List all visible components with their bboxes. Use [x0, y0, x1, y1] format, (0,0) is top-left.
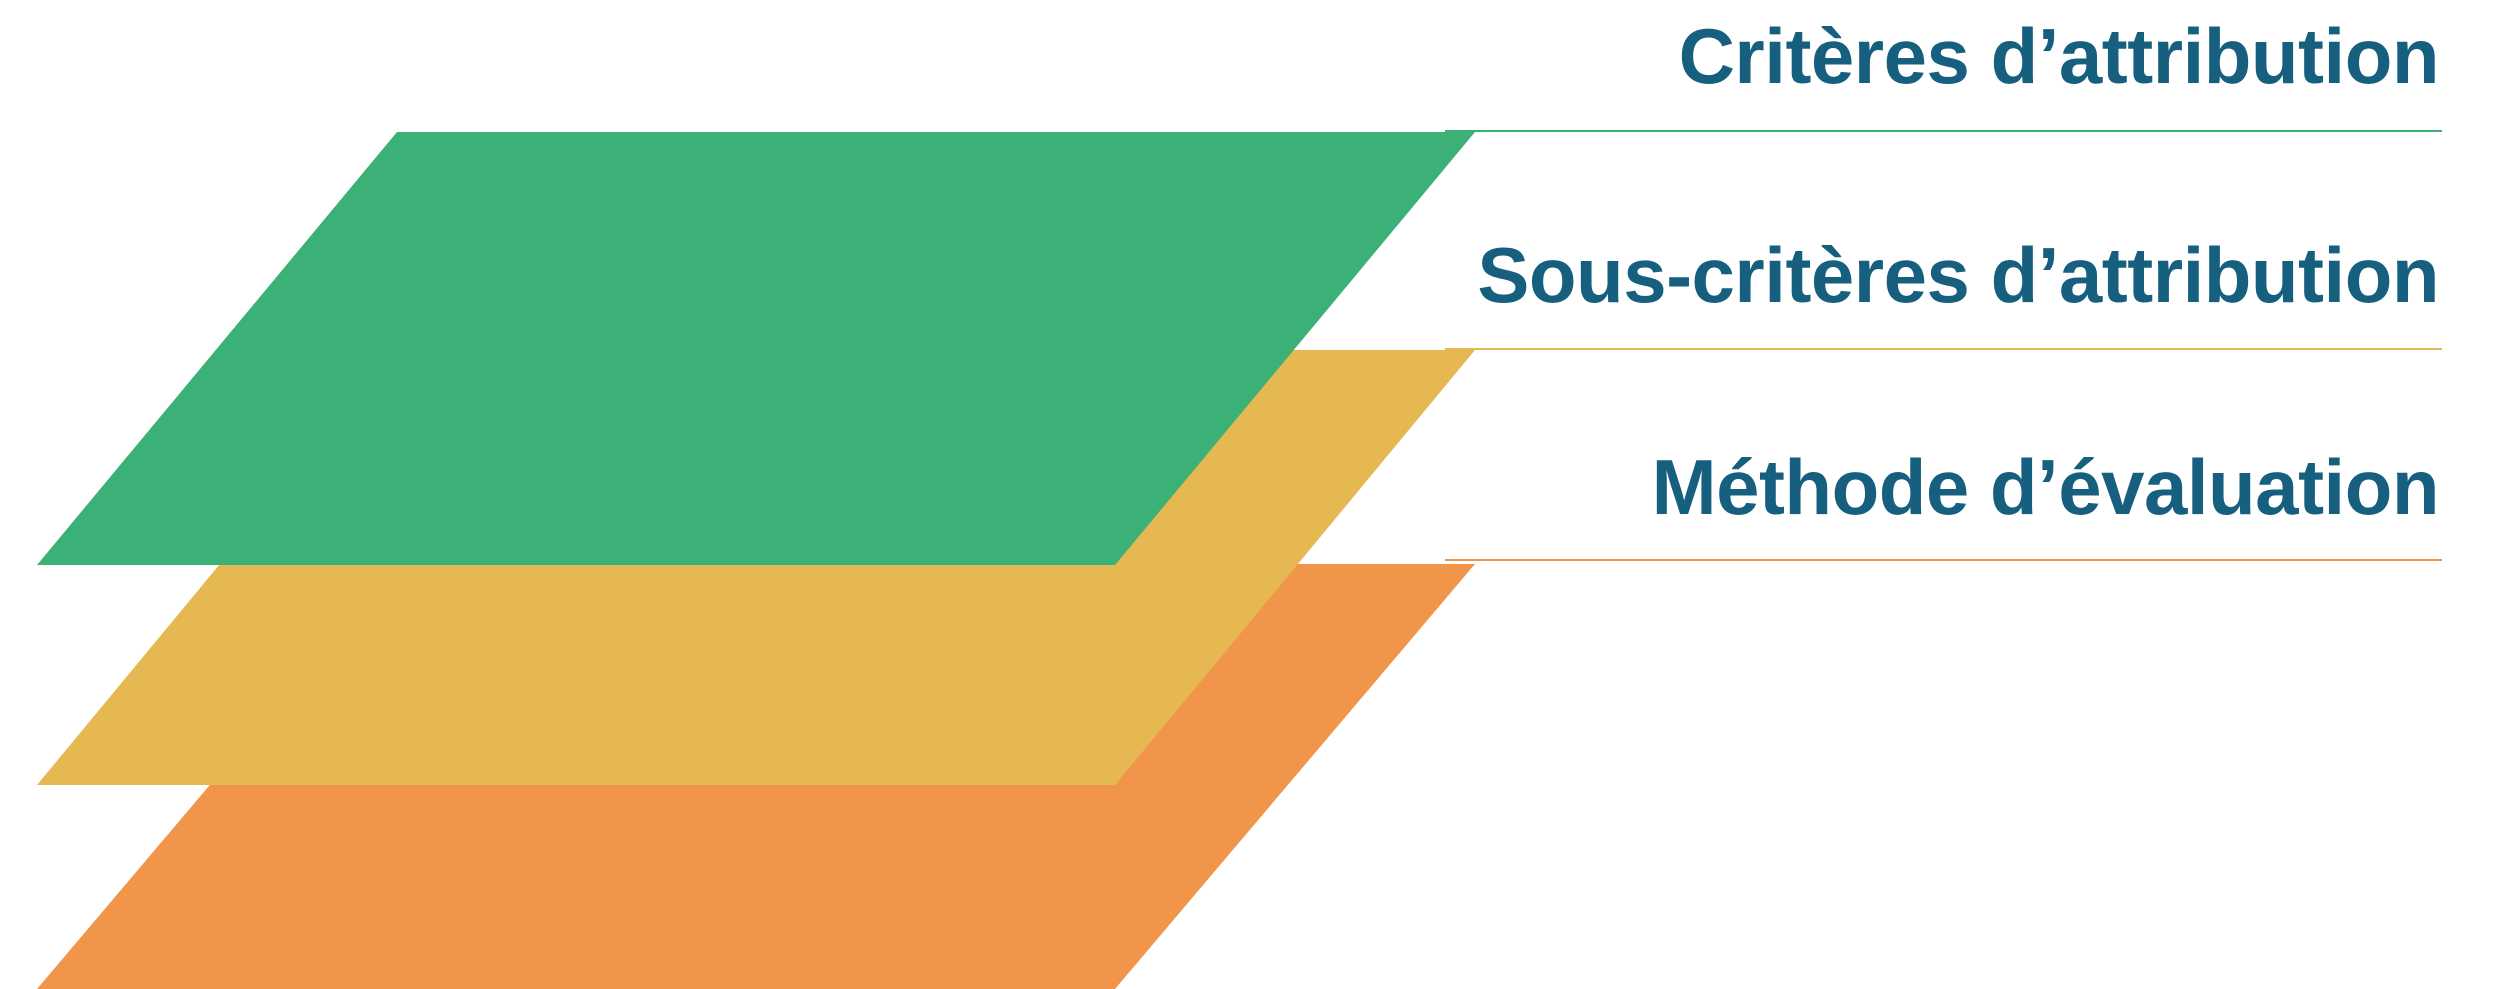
layer-3-label: Méthode d’évaluation	[1651, 443, 2440, 531]
layer-1-label: Critères d’attribution	[1678, 12, 2440, 100]
layer-1-plane	[37, 132, 1475, 565]
layer-2-label: Sous-critères d’attribution	[1477, 231, 2439, 319]
